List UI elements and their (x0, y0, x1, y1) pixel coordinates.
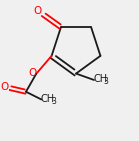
Text: 3: 3 (51, 97, 56, 106)
Text: CH: CH (93, 74, 107, 84)
Text: CH: CH (41, 94, 55, 104)
Text: O: O (1, 82, 9, 92)
Text: 3: 3 (104, 77, 109, 86)
Text: O: O (34, 6, 42, 16)
Text: O: O (28, 68, 37, 78)
